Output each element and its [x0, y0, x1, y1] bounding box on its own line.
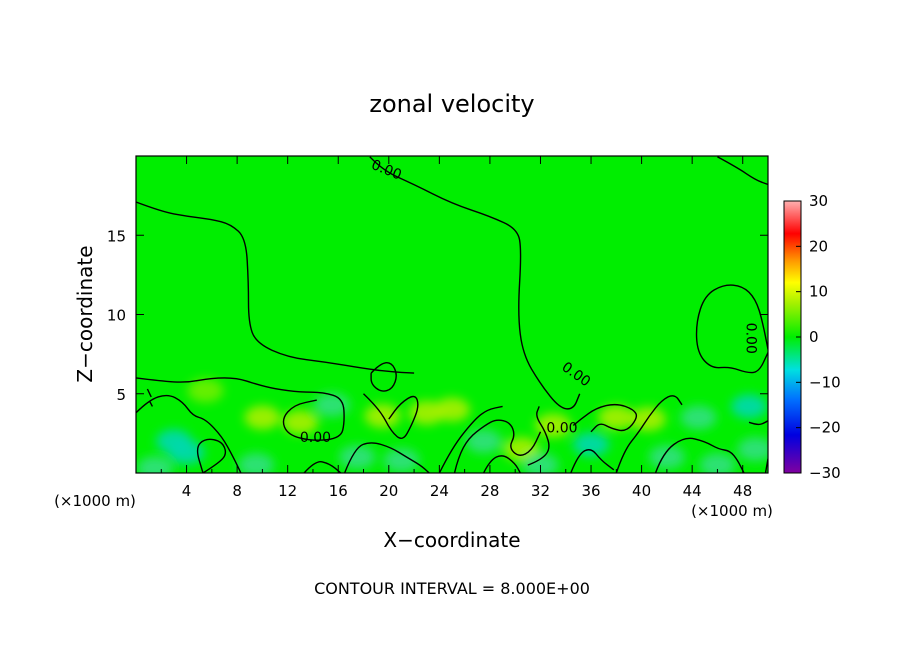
x-tick-label: 8 — [232, 482, 242, 500]
colorbar-tick-label: −30 — [809, 464, 841, 482]
velocity-anomaly-3 — [244, 405, 281, 430]
x-tick-label: 48 — [733, 482, 752, 500]
x-tick-label: 28 — [480, 482, 499, 500]
contour-line-6 — [196, 438, 227, 473]
contour-line-13 — [482, 455, 521, 473]
x-axis-ticks: 4 8 12 16 20 24 28 32 36 40 44 48 — [160, 156, 752, 500]
contour-line-17 — [615, 395, 683, 473]
y-axis-label: Z−coordinate — [73, 245, 97, 382]
velocity-anomaly-19 — [648, 445, 685, 470]
velocity-anomaly-20 — [680, 405, 717, 430]
colorbar-tick-label: 30 — [809, 192, 828, 210]
contour-line-7 — [303, 461, 342, 473]
contour-line-11 — [453, 419, 542, 473]
contour-line-15 — [572, 403, 638, 433]
velocity-anomaly-9 — [383, 448, 420, 473]
contour-line-10 — [370, 362, 397, 392]
y-tick-label: 5 — [116, 386, 126, 404]
colorbar-tick-label: −20 — [809, 419, 841, 437]
contour-label-4: 0.00 — [742, 323, 758, 354]
velocity-anomaly-6 — [313, 392, 350, 417]
velocity-anomaly-12 — [465, 429, 502, 454]
contour-line-2 — [717, 156, 768, 186]
x-tick-label: 40 — [632, 482, 651, 500]
contour-line-5 — [136, 394, 242, 473]
y-tick-label: 15 — [107, 227, 126, 245]
contour-line-20 — [748, 420, 768, 426]
contour-line-1 — [369, 156, 581, 410]
contour-label-1: 0.00 — [300, 430, 331, 446]
contour-line-14 — [527, 406, 550, 466]
contour-line-18 — [654, 437, 745, 473]
velocity-anomaly-5 — [238, 453, 275, 473]
contour-line-22 — [149, 401, 154, 407]
x-axis-label: X−coordinate — [383, 528, 520, 552]
velocity-anomaly-21 — [699, 453, 736, 473]
velocity-anomaly-23 — [737, 437, 768, 462]
colorbar-ticks: 30 20 10 0 −10 −20 −30 — [796, 192, 841, 482]
contour-interval-note: CONTOUR INTERVAL = 8.000E+00 — [314, 579, 590, 598]
colorbar-tick-label: 0 — [809, 328, 819, 346]
x-tick-label: 32 — [531, 482, 550, 500]
colorbar-tick-label: −10 — [809, 373, 841, 391]
colorbar-tick-label: 20 — [809, 237, 828, 255]
x-unit-left: (×1000 m) — [54, 492, 136, 510]
x-tick-label: 44 — [683, 482, 702, 500]
y-tick-label: 10 — [107, 307, 126, 325]
y-axis-ticks: 5 10 15 — [107, 227, 768, 404]
velocity-anomaly-2 — [136, 456, 173, 473]
x-unit-right: (×1000 m) — [691, 502, 773, 520]
velocity-anomaly-4 — [282, 410, 319, 435]
contour-line-8 — [363, 393, 419, 440]
contour-lines — [136, 156, 768, 473]
contour-line-4 — [136, 377, 345, 441]
contour-line-9 — [343, 442, 430, 473]
velocity-anomaly-11 — [434, 397, 470, 422]
contour-line-0 — [136, 201, 415, 374]
velocity-anomaly-1 — [168, 440, 205, 465]
velocity-anomaly-14 — [522, 453, 559, 473]
velocity-anomaly-22 — [731, 394, 768, 419]
x-tick-label: 20 — [379, 482, 398, 500]
x-tick-label: 24 — [430, 482, 449, 500]
velocity-anomaly-17 — [598, 405, 635, 430]
velocity-anomaly-24 — [187, 378, 224, 403]
chart-title: zonal velocity — [369, 90, 534, 118]
contour-line-12 — [438, 405, 503, 473]
velocity-field — [136, 156, 768, 473]
contour-line-21 — [146, 388, 152, 398]
x-tick-label: 12 — [278, 482, 297, 500]
x-tick-label: 4 — [182, 482, 192, 500]
contour-label-2: 0.00 — [546, 421, 577, 437]
colorbar-tick-label: 10 — [809, 283, 828, 301]
x-tick-label: 36 — [581, 482, 600, 500]
velocity-anomaly-16 — [573, 432, 610, 457]
contour-line-16 — [570, 449, 615, 473]
contour-line-3 — [695, 284, 768, 374]
x-tick-label: 16 — [329, 482, 348, 500]
